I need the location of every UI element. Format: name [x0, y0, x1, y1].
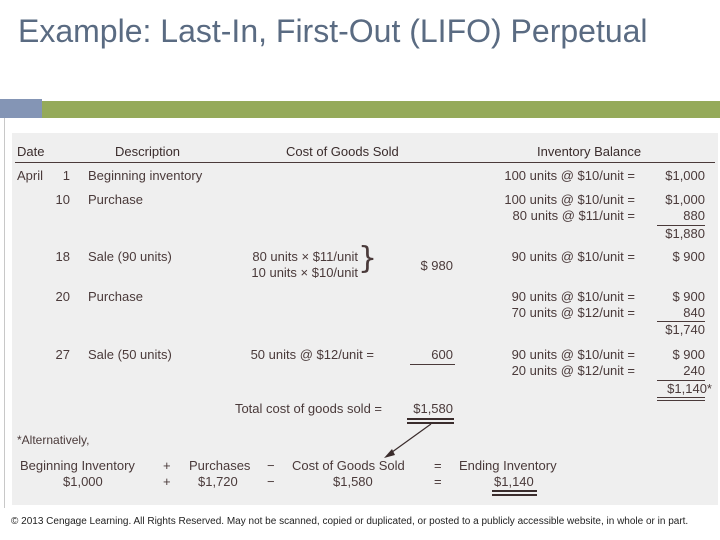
row-month: April [17, 168, 44, 183]
cogs-line: 50 units @ $12/unit = [250, 347, 374, 362]
row-description: Purchase [88, 192, 143, 207]
total-double-underline [407, 422, 454, 424]
balance-value: $1,000 [665, 192, 705, 207]
alternative-note: *Alternatively, [17, 433, 90, 447]
row-day: 10 [55, 192, 70, 207]
eq-beginning-inventory: Beginning Inventory [20, 458, 135, 473]
total-cogs-label: Total cost of goods sold = [234, 401, 382, 416]
arrow-icon [384, 423, 432, 458]
balance-value: $ 900 [672, 289, 705, 304]
inventory-line: 80 units @ $11/unit = [512, 208, 635, 223]
eq-value-cogs: $1,580 [333, 474, 373, 489]
balance-value: $1,000 [665, 168, 705, 183]
eq-cogs: Cost of Goods Sold [292, 458, 405, 473]
subtotal-rule [657, 380, 705, 381]
balance-value: 840 [683, 305, 705, 320]
total-cogs-value: $1,580 [413, 401, 453, 416]
eq-equals: = [434, 458, 442, 473]
cogs-line: 10 units × $10/unit [251, 265, 358, 280]
ending-double-underline [492, 490, 537, 492]
cogs-subtotal-rule [410, 364, 455, 365]
eq-value-purchases: $1,720 [198, 474, 238, 489]
cogs-amount: $ 980 [420, 258, 453, 273]
balance-total: $1,880 [665, 226, 705, 241]
title-accent-bar-blue [0, 99, 42, 118]
lifo-table-image: Date Description Cost of Goods Sold Inve… [12, 133, 718, 505]
eq-ending-inventory: Ending Inventory [459, 458, 557, 473]
right-brace-icon: } [358, 241, 378, 276]
eq-plus: + [163, 458, 171, 473]
title-accent-bar-green [42, 101, 720, 118]
double-underline [657, 397, 705, 398]
row-day: 18 [55, 249, 70, 264]
eq-value-ending: $1,140 [494, 474, 534, 489]
eq-minus: − [267, 474, 275, 489]
eq-plus: + [163, 474, 171, 489]
total-double-underline [407, 418, 454, 420]
inventory-line: 70 units @ $12/unit = [511, 305, 635, 320]
eq-equals: = [434, 474, 442, 489]
eq-purchases: Purchases [189, 458, 251, 473]
header-description: Description [115, 144, 181, 159]
balance-value: 240 [683, 363, 705, 378]
row-description: Sale (90 units) [88, 249, 172, 264]
row-description: Sale (50 units) [88, 347, 172, 362]
inventory-line: 20 units @ $12/unit = [511, 363, 635, 378]
row-description: Beginning inventory [88, 168, 203, 183]
balance-value: $ 900 [672, 347, 705, 362]
header-inventory-balance: Inventory Balance [537, 144, 642, 159]
inventory-line: 90 units @ $10/unit = [511, 347, 635, 362]
header-cogs: Cost of Goods Sold [286, 144, 399, 159]
balance-value: $ 900 [672, 249, 705, 264]
header-rule [15, 162, 715, 163]
balance-value: 880 [683, 208, 705, 223]
double-underline [657, 400, 705, 401]
header-date: Date [17, 144, 45, 159]
cogs-amount: 600 [431, 347, 453, 362]
subtotal-rule [657, 321, 705, 322]
inventory-line: 100 units @ $10/unit = [504, 192, 635, 207]
copyright-footer: © 2013 Cengage Learning. All Rights Rese… [11, 516, 689, 527]
inventory-line: 90 units @ $10/unit = [511, 289, 635, 304]
row-day: 20 [55, 289, 70, 304]
subtotal-rule [657, 225, 705, 226]
ending-double-underline [492, 494, 537, 496]
cogs-line: 80 units × $11/unit [252, 249, 358, 264]
eq-minus: − [267, 458, 275, 473]
left-divider [4, 118, 5, 508]
row-day: 27 [55, 347, 70, 362]
balance-total: $1,740 [665, 322, 705, 337]
inventory-line: 100 units @ $10/unit = [504, 168, 635, 183]
inventory-line: 90 units @ $10/unit = [511, 249, 635, 264]
row-description: Purchase [88, 289, 143, 304]
row-day: 1 [62, 168, 70, 183]
slide-title: Example: Last-In, First-Out (LIFO) Perpe… [18, 13, 648, 49]
eq-value-beginning: $1,000 [63, 474, 103, 489]
balance-total: $1,140* [667, 381, 712, 396]
